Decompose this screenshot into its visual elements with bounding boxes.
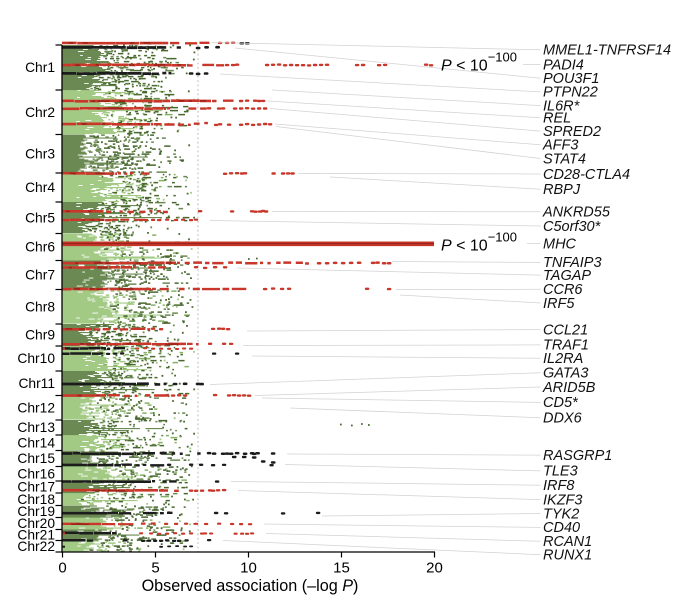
svg-text:PADI4: PADI4 [543,57,584,73]
svg-text:CD28-CTLA4: CD28-CTLA4 [543,167,630,183]
svg-text:C5orf30*: C5orf30* [543,219,602,235]
svg-text:Chr6: Chr6 [25,240,55,255]
svg-text:CCR6: CCR6 [543,282,583,298]
svg-text:TRAF1: TRAF1 [543,338,589,354]
svg-text:15: 15 [333,559,350,576]
svg-text:TNFAIP3: TNFAIP3 [543,255,602,271]
svg-text:20: 20 [426,559,443,576]
svg-text:MMEL1-TNFRSF14: MMEL1-TNFRSF14 [543,43,671,59]
svg-text:Chr14: Chr14 [17,435,55,450]
svg-text:RBPJ: RBPJ [543,182,581,198]
svg-text:DDX6: DDX6 [543,411,583,427]
svg-text:IKZF3: IKZF3 [543,492,582,508]
svg-text:Chr15: Chr15 [17,451,55,466]
svg-text:Chr2: Chr2 [25,105,55,120]
svg-text:0: 0 [58,559,66,576]
svg-text:REL: REL [543,111,571,127]
svg-text:PTPN22: PTPN22 [543,85,598,101]
svg-text:RUNX1: RUNX1 [543,548,592,564]
svg-text:Chr16: Chr16 [17,466,55,481]
svg-text:CCL21: CCL21 [543,322,588,338]
svg-text:STAT4: STAT4 [543,151,586,167]
svg-text:Chr21: Chr21 [17,528,55,543]
svg-text:TYK2: TYK2 [543,506,579,522]
svg-text:POU3F1: POU3F1 [543,71,599,87]
svg-text:Chr3: Chr3 [25,146,55,161]
svg-text:IRF5: IRF5 [543,296,575,312]
svg-text:Chr18: Chr18 [17,492,55,507]
svg-text:Chr1: Chr1 [25,60,55,75]
svg-text:Chr5: Chr5 [25,210,55,225]
svg-text:IRF8: IRF8 [543,478,574,494]
svg-text:Chr11: Chr11 [18,376,55,391]
svg-text:CD40: CD40 [543,520,580,536]
svg-text:Chr4: Chr4 [25,180,55,195]
svg-text:Observed association (–log P): Observed association (–log P) [142,577,359,595]
svg-text:MHC: MHC [543,236,577,252]
svg-text:10: 10 [240,559,257,576]
svg-text:IL6R*: IL6R* [543,98,581,114]
svg-text:Chr7: Chr7 [25,268,55,283]
svg-text:GATA3: GATA3 [543,366,588,382]
svg-text:ARID5B: ARID5B [542,380,596,396]
svg-text:RCAN1: RCAN1 [543,534,592,550]
svg-text:Chr12: Chr12 [17,400,55,415]
svg-text:Chr22: Chr22 [17,539,55,554]
svg-text:Chr20: Chr20 [17,516,55,531]
svg-text:Chr10: Chr10 [17,351,55,366]
svg-text:TLE3: TLE3 [543,464,578,480]
svg-text:RASGRP1: RASGRP1 [543,448,612,464]
svg-text:IL2RA: IL2RA [543,351,583,367]
svg-text:5: 5 [151,559,159,576]
svg-text:CD5*: CD5* [543,395,579,411]
svg-text:Chr17: Chr17 [17,480,55,495]
svg-text:TAGAP: TAGAP [543,268,591,284]
svg-text:Chr8: Chr8 [25,299,55,314]
svg-text:AFF3: AFF3 [542,138,578,154]
svg-text:SPRED2: SPRED2 [543,124,601,140]
svg-text:Chr19: Chr19 [17,504,55,519]
svg-text:ANKRD55: ANKRD55 [542,205,611,221]
svg-text:Chr9: Chr9 [25,328,55,343]
svg-text:Chr13: Chr13 [17,420,55,435]
